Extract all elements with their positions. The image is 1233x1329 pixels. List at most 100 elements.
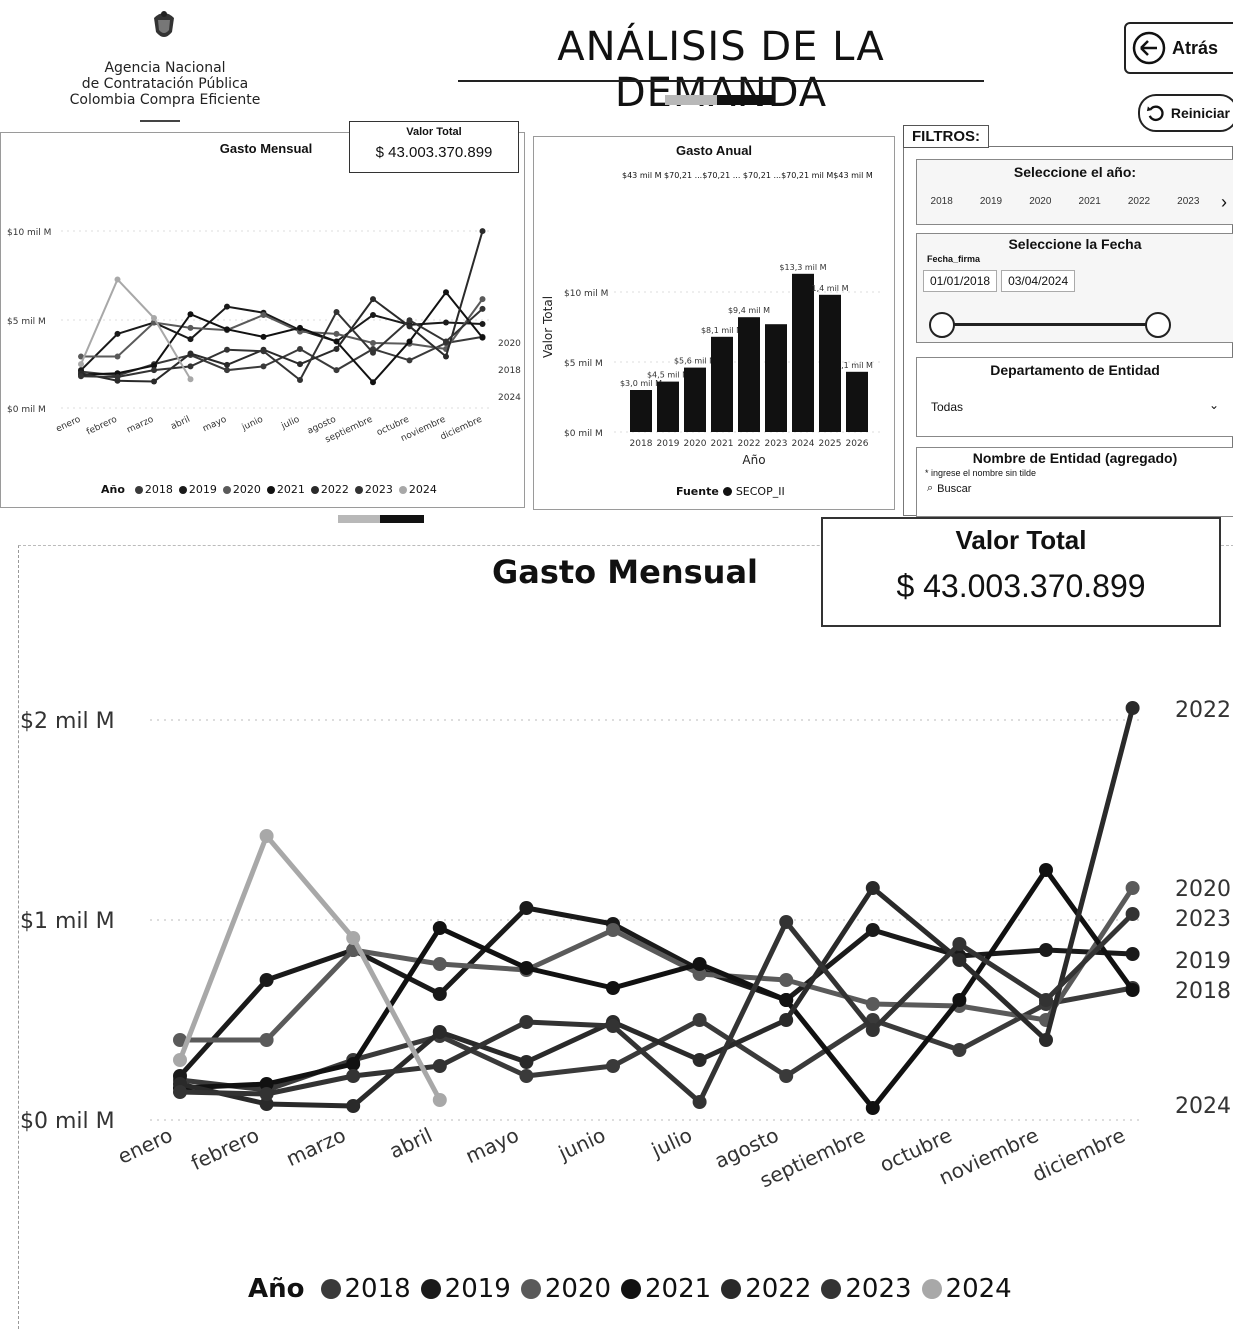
date-range-handle-end[interactable] [1145,312,1171,338]
legend-label: 2021 [645,1274,712,1304]
legend-item[interactable]: 2024 [921,1274,1012,1304]
mini-data-point-2023 [224,346,230,353]
legend-item[interactable]: 2022 [721,1274,811,1304]
x-tick-label: marzo [282,1123,349,1171]
year-option[interactable]: 2023 [1177,196,1200,207]
entity-slicer[interactable]: Nombre de Entidad (agregado) * ingrese e… [916,447,1233,517]
date-from-input[interactable]: 01/01/2018 [923,270,998,292]
x-tick-label: diciembre [1029,1123,1129,1187]
main-chart-panel[interactable] [18,545,1233,1329]
bar [657,381,679,432]
year-option[interactable]: 2019 [979,196,1003,207]
date-range-handle-start[interactable] [929,312,955,338]
year-option[interactable]: 2022 [1127,196,1151,207]
annual-panel[interactable]: Gasto Anual $43 mil M $70,21 ...$70,21 .… [533,136,895,510]
date-range-track[interactable] [941,323,1155,326]
year-option[interactable]: 2021 [1078,196,1101,207]
data-point-2022 [692,1053,707,1067]
page-indicator-inactive[interactable] [665,95,717,105]
data-point-2023 [519,1015,534,1029]
department-dropdown-value[interactable]: Todas [931,400,964,414]
x-tick-label: febrero [187,1123,263,1175]
x-tick-label: 2021 [711,439,734,449]
data-point-2019 [519,901,534,915]
series-line-2022 [179,707,1136,1109]
series-end-label: 2018 [1175,979,1231,1004]
data-point-2023 [346,1069,361,1083]
legend-label: 2024 [945,1274,1012,1304]
data-point-2018 [952,1043,967,1057]
date-to-input[interactable]: 03/04/2024 [1001,270,1076,292]
chevron-right-icon[interactable]: › [1221,192,1227,212]
mini-data-point-2022 [479,228,486,235]
mini-legend-item[interactable]: 2018 [134,483,173,496]
mini-legend-item[interactable]: 2020 [222,483,261,496]
x-tick-label: 2019 [657,439,680,449]
date-field-name: Fecha_firma [927,254,981,264]
reset-button[interactable]: Reiniciar [1138,94,1233,132]
legend-item[interactable]: 2020 [520,1274,612,1304]
data-point-2018 [606,1059,620,1073]
mini-legend-label: 2018 [144,483,173,496]
mini-data-point-2024 [78,361,84,368]
data-point-2020 [779,973,794,987]
page-title: ANÁLISIS DE LA DEMANDA [557,24,885,116]
page-indicator-active[interactable] [717,95,773,105]
legend-item[interactable]: 2019 [420,1274,511,1304]
entity-search-input[interactable]: Buscar [937,482,972,495]
date-slicer[interactable]: Seleccione la Fecha Fecha_firma 01/01/20… [916,233,1233,343]
data-point-2019 [432,987,447,1001]
mini-data-point-2023 [297,376,303,383]
legend-label: 2019 [444,1274,511,1304]
mini-legend: Año 2018 2019 2020 2021 2022 2023 2024 [101,483,437,496]
mini-legend-item[interactable]: 2022 [310,483,349,496]
page-indicator-small-inactive[interactable] [338,515,380,523]
page-indicator-small[interactable] [338,515,424,523]
mini-legend-dot [222,485,231,494]
mini-legend-item[interactable]: 2024 [398,483,437,496]
mini-data-point-2018 [406,357,413,364]
series-line-2021 [179,867,1135,1111]
chevron-down-icon[interactable]: ⌄ [1208,398,1219,412]
data-point-2022 [865,881,880,895]
bar-data-label: ,1 mil M [841,361,873,370]
legend-item[interactable]: 2018 [320,1274,411,1304]
year-option[interactable]: 2020 [1029,196,1052,207]
data-point-2021 [346,1057,361,1071]
org-name-line2: de Contratación Pública [81,76,249,92]
mini-legend-item[interactable]: 2019 [178,483,217,496]
data-point-2024 [346,931,361,945]
series-end-label: 2020 [1175,877,1231,902]
bar [630,390,652,432]
main-kpi-card: Valor Total $ 43.003.370.899 [821,517,1221,627]
mini-data-point-2024 [187,376,194,383]
legend-item[interactable]: 2023 [821,1274,912,1304]
mini-data-point-2021 [151,362,157,369]
mini-legend-item[interactable]: 2023 [354,483,393,496]
coat-of-arms-icon [154,11,174,37]
legend-label: 2018 [344,1274,411,1304]
mini-monthly-panel[interactable]: Gasto Mensual Valor Total $ 43.003.370.8… [0,121,525,508]
mini-legend-dot [310,485,319,494]
legend-dot [721,1279,742,1299]
mini-data-point-2022 [443,353,449,360]
page-indicator[interactable] [665,95,773,105]
mini-data-point-2018 [224,367,230,374]
year-option[interactable]: 2018 [930,196,953,207]
data-point-2022 [519,1055,534,1069]
legend-item[interactable]: 2021 [621,1274,711,1304]
legend-label: 2020 [544,1274,612,1304]
x-tick-label: enero [55,414,83,434]
year-slicer[interactable]: Seleccione el año: 2018 2019 2020 2021 2… [916,159,1233,225]
legend-dot [520,1279,541,1299]
mini-legend-item[interactable]: 2021 [266,483,305,496]
mini-data-point-2021 [333,338,340,345]
mini-data-point-2022 [187,350,194,357]
back-button-label: Atrás [1172,37,1219,58]
legend-label: 2022 [745,1274,812,1304]
x-tick-label: febrero [85,414,119,437]
series-end-label: 2019 [1175,949,1231,974]
back-button[interactable]: Atrás [1124,22,1233,74]
department-slicer[interactable]: Departamento de Entidad Todas ⌄ [916,357,1233,437]
page-indicator-small-active[interactable] [380,515,424,523]
